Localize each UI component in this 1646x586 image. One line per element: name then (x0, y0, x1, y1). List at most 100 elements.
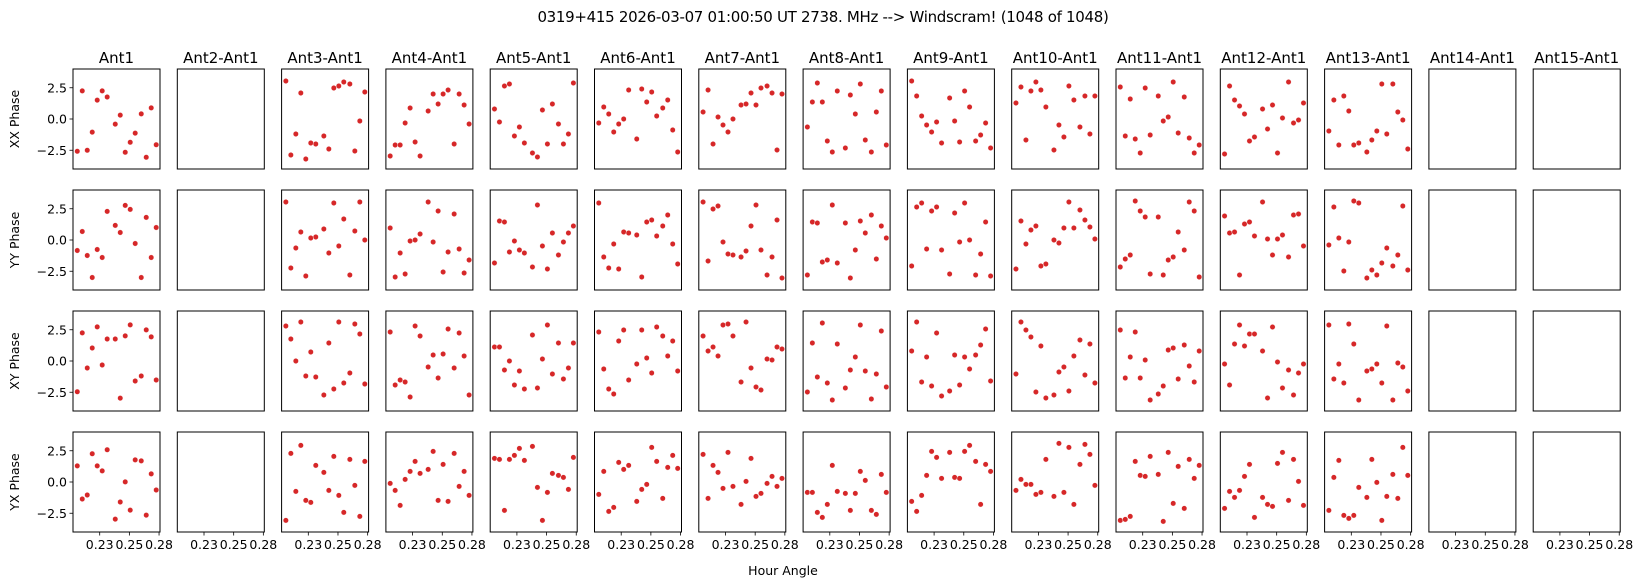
data-point (1231, 341, 1238, 347)
axes-frame (176, 310, 265, 412)
data-point (748, 90, 754, 96)
data-point (544, 141, 551, 147)
data-point (521, 457, 528, 464)
data-point (972, 352, 979, 358)
subplot-xy-10 (1011, 310, 1100, 412)
subplot-yy-4 (385, 189, 474, 291)
x-tick-label: 0.28 (562, 537, 590, 552)
data-point (132, 240, 139, 247)
data-point (653, 233, 660, 239)
x-tick-label: 0.23 (190, 537, 218, 552)
data-point (529, 264, 536, 270)
data-point (1066, 444, 1072, 451)
data-point (1042, 261, 1049, 267)
data-point (117, 499, 124, 505)
x-tick-label: 0.23 (920, 537, 948, 552)
data-point (1394, 252, 1401, 258)
data-point (847, 275, 854, 281)
data-point (506, 249, 513, 255)
data-point (659, 223, 666, 229)
subplot-yy-2 (176, 189, 265, 291)
data-point (852, 111, 859, 117)
axes-frame (176, 431, 265, 533)
subplot-xy-3 (281, 310, 370, 412)
data-point (1170, 254, 1177, 260)
data-point (516, 445, 523, 452)
data-point (753, 102, 759, 108)
x-tick-label: 0.23 (1337, 537, 1365, 552)
axes-frame (385, 189, 474, 291)
data-point (1181, 342, 1188, 348)
data-point (834, 488, 841, 495)
data-point (1368, 366, 1375, 372)
row-label: YY Phase (7, 211, 22, 269)
data-point (445, 326, 451, 332)
data-point (638, 86, 645, 92)
data-point (977, 342, 984, 348)
data-point (1355, 397, 1362, 403)
data-point (1038, 263, 1044, 269)
data-point (560, 474, 567, 481)
data-point (346, 370, 353, 376)
data-point (89, 450, 96, 457)
axes-frame (1428, 431, 1517, 533)
subplot-yx-7: 0.23 0.25 0.28 (698, 431, 799, 552)
panel-title: Ant4-Ant1 (392, 49, 467, 67)
data-point (89, 345, 96, 351)
x-tick-label: 0.23 (1546, 537, 1574, 552)
data-point (1023, 327, 1029, 333)
data-point (1363, 149, 1370, 155)
data-point (117, 229, 124, 236)
data-point (1051, 147, 1057, 153)
data-point (753, 202, 759, 208)
data-point (430, 239, 437, 245)
data-point (560, 376, 567, 382)
data-point (104, 446, 111, 453)
data-point (361, 237, 368, 243)
x-tick-label: 0.28 (145, 537, 173, 552)
data-point (847, 92, 854, 98)
data-point (1241, 111, 1248, 117)
data-point (1389, 263, 1396, 269)
data-point (451, 211, 458, 217)
data-point (913, 204, 920, 210)
data-point (1137, 472, 1144, 479)
data-point (112, 121, 119, 128)
axes-frame (1532, 310, 1621, 412)
data-point (933, 119, 940, 125)
data-point (94, 462, 101, 469)
data-point (1186, 135, 1193, 141)
data-point (1077, 124, 1083, 130)
data-point (1132, 136, 1139, 142)
data-point (674, 368, 681, 374)
data-point (529, 150, 536, 156)
panel-title: Ant14-Ant1 (1430, 49, 1515, 67)
data-point (1241, 473, 1248, 480)
data-point (868, 212, 875, 218)
data-point (1259, 199, 1266, 205)
data-point (738, 501, 744, 508)
subplot-xx-4 (385, 68, 474, 170)
subplot-xx-2 (176, 68, 265, 170)
data-point (620, 116, 627, 122)
data-point (1087, 341, 1093, 347)
data-point (1127, 513, 1134, 520)
data-point (456, 483, 463, 490)
data-point (743, 319, 749, 325)
data-point (710, 141, 716, 147)
subplot-yx-10: 0.23 0.25 0.28 (1011, 431, 1112, 552)
data-point (412, 323, 418, 329)
subplot-yy-9 (906, 189, 995, 291)
data-point (669, 127, 676, 133)
data-point (804, 272, 811, 278)
data-point (351, 228, 358, 234)
data-point (753, 384, 759, 390)
data-point (461, 102, 468, 108)
data-point (710, 344, 716, 350)
data-point (516, 124, 523, 130)
data-point (946, 449, 953, 456)
data-point (758, 387, 764, 393)
data-point (407, 238, 414, 244)
data-point (638, 327, 645, 333)
data-point (982, 219, 989, 225)
